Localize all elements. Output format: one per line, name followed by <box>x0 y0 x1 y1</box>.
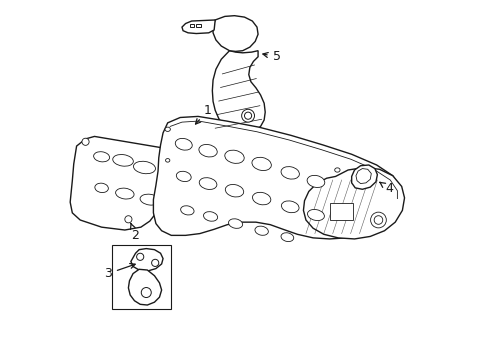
Circle shape <box>244 112 251 119</box>
Text: 5: 5 <box>263 50 280 63</box>
Ellipse shape <box>165 158 169 162</box>
Ellipse shape <box>228 219 242 228</box>
Ellipse shape <box>95 183 108 193</box>
Circle shape <box>241 109 254 122</box>
Ellipse shape <box>281 201 299 213</box>
Text: 2: 2 <box>130 223 139 242</box>
Circle shape <box>124 216 132 223</box>
Polygon shape <box>131 249 163 271</box>
Polygon shape <box>153 116 400 239</box>
Ellipse shape <box>164 127 170 131</box>
Ellipse shape <box>224 150 244 163</box>
Circle shape <box>370 212 386 228</box>
Ellipse shape <box>252 192 270 205</box>
Ellipse shape <box>176 171 191 181</box>
Ellipse shape <box>113 154 133 166</box>
Ellipse shape <box>175 138 192 150</box>
Ellipse shape <box>254 226 268 235</box>
Circle shape <box>373 216 382 224</box>
Text: 3: 3 <box>104 264 135 280</box>
Polygon shape <box>212 51 264 134</box>
Ellipse shape <box>159 204 173 213</box>
Text: 4: 4 <box>379 182 392 195</box>
Ellipse shape <box>133 161 155 174</box>
Polygon shape <box>182 20 215 33</box>
Circle shape <box>141 288 151 297</box>
Polygon shape <box>303 167 404 239</box>
Ellipse shape <box>281 167 299 179</box>
Polygon shape <box>213 16 258 51</box>
Polygon shape <box>355 168 370 184</box>
FancyBboxPatch shape <box>329 203 352 220</box>
Text: 1: 1 <box>195 104 212 124</box>
Ellipse shape <box>281 233 293 242</box>
Ellipse shape <box>334 168 339 172</box>
Ellipse shape <box>307 210 324 221</box>
FancyBboxPatch shape <box>156 186 166 194</box>
Circle shape <box>136 253 143 260</box>
Polygon shape <box>70 136 189 230</box>
Ellipse shape <box>225 184 243 197</box>
Ellipse shape <box>251 157 271 171</box>
Polygon shape <box>128 269 162 305</box>
Ellipse shape <box>199 178 217 189</box>
Ellipse shape <box>140 194 159 205</box>
Circle shape <box>82 138 89 145</box>
Ellipse shape <box>199 144 217 157</box>
Polygon shape <box>351 165 377 189</box>
Ellipse shape <box>203 212 217 221</box>
Circle shape <box>151 259 159 266</box>
Ellipse shape <box>180 206 194 215</box>
FancyBboxPatch shape <box>196 24 200 27</box>
FancyBboxPatch shape <box>190 24 194 27</box>
Ellipse shape <box>306 175 324 188</box>
Ellipse shape <box>115 188 134 199</box>
Ellipse shape <box>93 152 109 162</box>
